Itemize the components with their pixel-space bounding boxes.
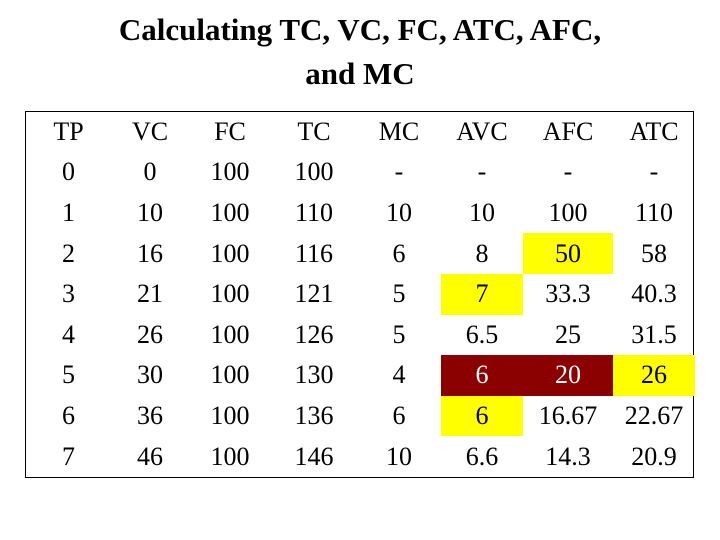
cell-afc: 14.3 [545,441,591,471]
cell-tc: 126 [294,319,334,349]
cell-tc: 146 [294,441,334,471]
cell-tc: 116 [294,238,334,268]
cell-vc: 10 [137,197,163,227]
cell-mc: 4 [392,360,406,390]
cell-mc: 5 [392,319,406,349]
cell-avc: 6.6 [465,441,499,471]
cost-table: TP VC FC TC MC AVC AFC ATC 0 0 100 100 -… [25,111,695,478]
table-row: 2 16 100 116 6 8 50 58 [26,233,695,274]
cell-vc: 30 [137,360,163,390]
cell-vc: 26 [137,319,163,349]
table-row: 7 46 100 146 10 6.6 14.3 20.9 [26,436,695,477]
cell-tp: 1 [62,197,75,227]
cell-avc: 8 [475,238,489,268]
header-avc: AVC [456,117,508,146]
cell-tc: 130 [294,360,334,390]
table-row: 0 0 100 100 - - - - [26,152,695,193]
cell-avc: 10 [469,197,495,227]
header-afc: AFC [542,117,594,146]
cell-avc-highlighted: 7 [441,273,523,315]
cell-atc: 40.3 [631,279,677,309]
cell-fc: 100 [210,197,250,227]
page-title: Calculating TC, VC, FC, ATC, AFC, and MC [0,8,720,96]
header-fc: FC [214,117,246,146]
cell-mc: - [394,157,404,187]
cell-afc: 33.3 [545,279,591,309]
table-row: 5 30 100 130 4 6 20 26 [26,355,695,396]
cell-mc: 10 [386,441,412,471]
cell-mc: 6 [392,238,406,268]
header-atc: ATC [629,117,679,146]
cell-tp: 7 [62,441,75,471]
cell-fc: 100 [210,360,250,390]
cell-mc: 6 [392,401,406,431]
cell-avc-highlighted: 6 [441,395,523,437]
cell-tp: 2 [62,238,75,268]
cell-afc: 25 [555,319,581,349]
cell-tp: 0 [62,157,75,187]
cell-avc: - [477,157,487,187]
cell-vc: 46 [137,441,163,471]
cell-afc: 16.67 [538,401,598,431]
cell-tp: 3 [62,279,75,309]
table-row: 4 26 100 126 5 6.5 25 31.5 [26,315,695,356]
cell-atc: 22.67 [624,401,684,431]
cell-tc: 100 [294,157,334,187]
cost-table-grid: TP VC FC TC MC AVC AFC ATC 0 0 100 100 -… [26,112,695,477]
header-vc: VC [131,117,169,146]
cell-afc: - [563,157,573,187]
table-row: 3 21 100 121 5 7 33.3 40.3 [26,273,695,315]
cell-vc: 16 [137,238,163,268]
cell-fc: 100 [210,238,250,268]
title-line-2: and MC [305,56,415,91]
cell-atc: 31.5 [631,319,677,349]
cell-vc: 21 [137,279,163,309]
header-tp: TP [53,117,84,146]
cell-tc: 110 [294,197,334,227]
table-row: 6 36 100 136 6 6 16.67 22.67 [26,395,695,437]
cell-fc: 100 [210,319,250,349]
cell-atc-highlighted: 26 [613,355,695,396]
cell-fc: 100 [210,441,250,471]
header-row: TP VC FC TC MC AVC AFC ATC [26,112,695,152]
cell-mc: 5 [392,279,406,309]
cell-afc-highlighted: 50 [523,233,613,274]
cell-vc: 36 [137,401,163,431]
cell-tp: 5 [62,360,75,390]
cell-tc: 121 [294,279,334,309]
cell-afc-highlighted-red: 20 [523,355,613,396]
cell-fc: 100 [210,157,250,187]
cell-vc: 0 [143,157,157,187]
header-mc: MC [378,117,420,146]
cell-avc: 6.5 [465,319,499,349]
cell-atc: 58 [641,238,667,268]
cell-fc: 100 [210,401,250,431]
cell-tc: 136 [294,401,334,431]
cell-fc: 100 [210,279,250,309]
cell-atc: - [649,157,659,187]
title-line-1: Calculating TC, VC, FC, ATC, AFC, [118,12,602,47]
table-row: 1 10 100 110 10 10 100 110 [26,193,695,234]
cell-mc: 10 [386,197,412,227]
cell-avc-highlighted-red: 6 [441,355,523,396]
cell-afc: 100 [548,197,588,227]
header-tc: TC [297,117,331,146]
cell-tp: 6 [62,401,75,431]
cell-atc: 110 [634,197,674,227]
cell-atc: 20.9 [631,441,677,471]
cell-tp: 4 [62,319,75,349]
